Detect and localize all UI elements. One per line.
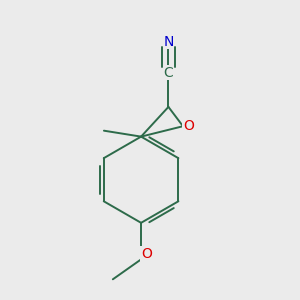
Text: C: C (164, 66, 173, 80)
Text: O: O (183, 119, 194, 133)
Text: N: N (163, 34, 174, 49)
Text: O: O (141, 247, 152, 261)
